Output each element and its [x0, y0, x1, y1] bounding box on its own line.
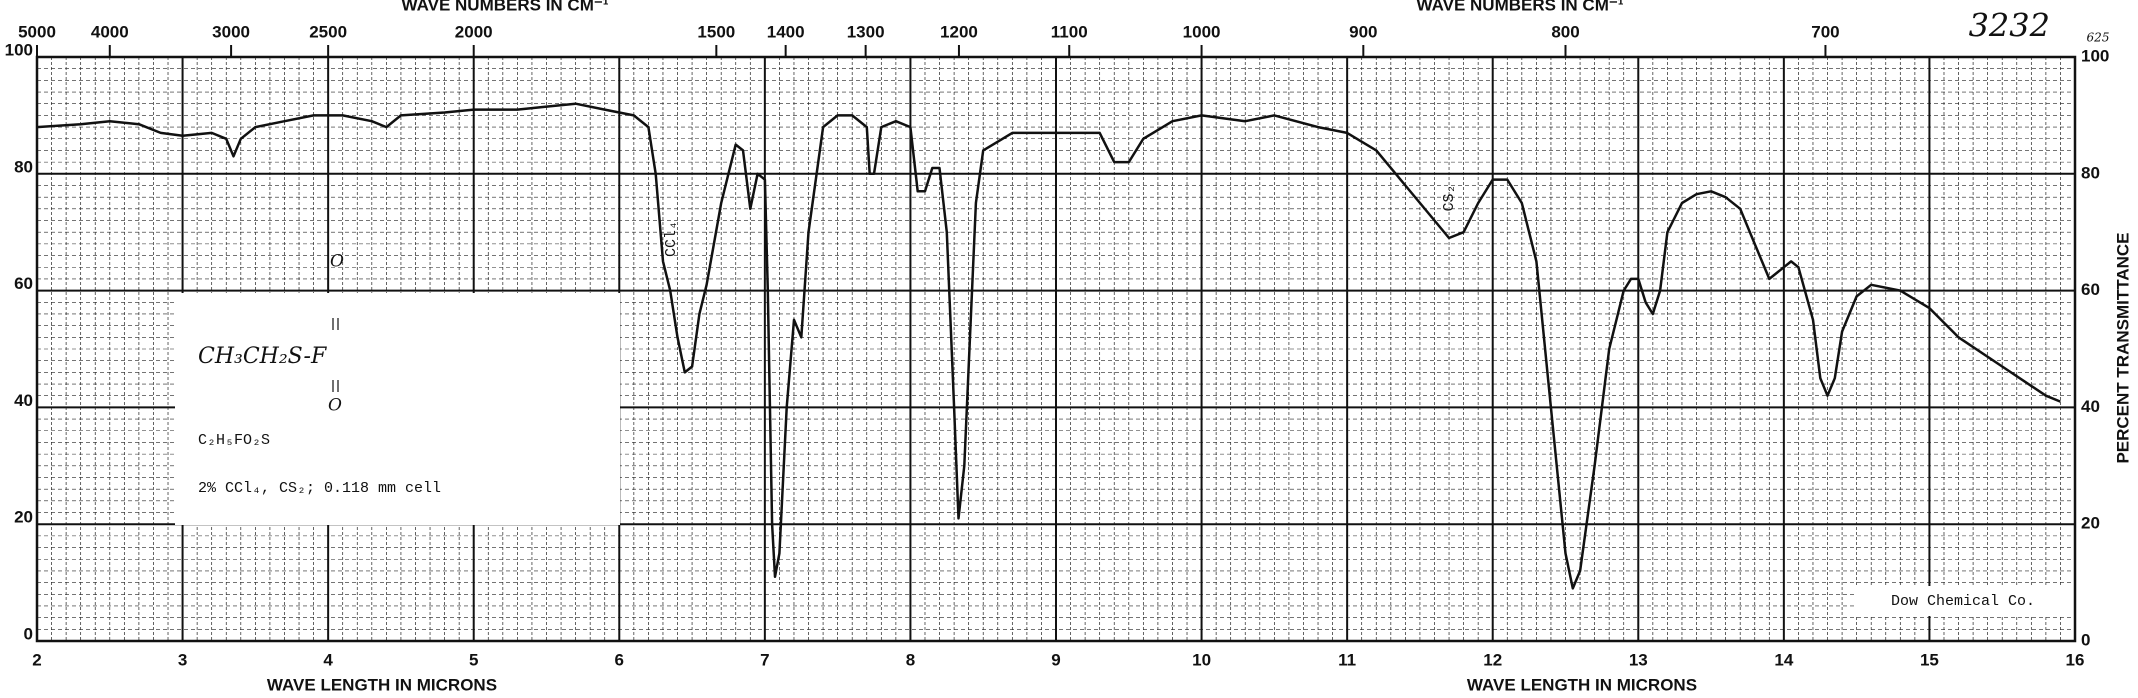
x2-tick-label: 3000 — [212, 22, 250, 41]
x2-tick-label: 2500 — [309, 22, 347, 41]
x2-tick-label: 900 — [1349, 22, 1377, 41]
x-tick-label: 11 — [1338, 650, 1356, 669]
x-tick-label: 3 — [178, 650, 187, 669]
x-tick-label: 4 — [323, 650, 333, 669]
empirical-formula: C₂H₅FO₂S — [198, 432, 270, 449]
x2-tick-label: 1200 — [940, 22, 978, 41]
x-tick-label: 9 — [1051, 650, 1060, 669]
oxygen-bottom: O — [328, 396, 342, 416]
conditions: 2% CCl₄, CS₂; 0.118 mm cell — [198, 480, 441, 497]
x2-tick-label: 1400 — [767, 22, 805, 41]
y-tick-label: 80 — [14, 157, 33, 176]
x-tick-label: 6 — [615, 650, 624, 669]
y-axis-title: PERCENT TRANSMITTANCE — [2113, 232, 2132, 463]
y-tick-label: 60 — [14, 274, 33, 293]
y-tick-label: 80 — [2081, 163, 2100, 182]
oxygen-top: O — [330, 252, 344, 272]
x2-tick-label: 1100 — [1051, 22, 1088, 41]
x-tick-label: 7 — [760, 650, 769, 669]
catalog-number: 3232 — [1969, 7, 2050, 45]
x2-axis-title: WAVE NUMBERS IN CM⁻¹ — [402, 0, 609, 14]
y-tick-label: 40 — [14, 391, 33, 410]
x-tick-label: 12 — [1483, 650, 1502, 669]
x-tick-label: 14 — [1774, 650, 1793, 669]
x2-tick-label: 4000 — [91, 22, 129, 41]
y-tick-label: 40 — [2081, 397, 2100, 416]
spectrum-line — [36, 102, 2061, 590]
x2-tick-label: 700 — [1811, 22, 1839, 41]
x-tick-label: 5 — [469, 650, 478, 669]
x-tick-label: 15 — [1920, 650, 1939, 669]
sample-box — [175, 293, 620, 525]
y-tick-label: 20 — [14, 508, 33, 527]
plot-frame — [35, 55, 2077, 643]
source: Dow Chemical Co. — [1891, 593, 2035, 610]
x2-tick-label: 1500 — [697, 22, 735, 41]
x-tick-label: 2 — [32, 650, 41, 669]
sub-number: 625 — [2087, 31, 2110, 45]
x-tick-label: 10 — [1192, 650, 1211, 669]
y-tick-label: 100 — [5, 40, 33, 59]
annotation: CS₂ — [1441, 184, 1458, 211]
x-tick-label: 13 — [1629, 650, 1648, 669]
y-tick-label: 100 — [2081, 46, 2109, 65]
x-axis-title: WAVE LENGTH IN MICRONS — [267, 675, 497, 694]
x2-tick-label: 5000 — [18, 22, 56, 41]
x-tick-label: 16 — [2066, 650, 2085, 669]
annotation: CCl₄ — [663, 221, 680, 257]
y-tick-label: 0 — [2081, 630, 2090, 649]
y-tick-label: 60 — [2081, 280, 2100, 299]
source-box — [1854, 586, 2072, 616]
x2-tick-label: 800 — [1551, 22, 1579, 41]
x-tick-label: 8 — [906, 650, 915, 669]
x-axis-title: WAVE LENGTH IN MICRONS — [1467, 675, 1697, 694]
x2-tick-label: 1000 — [1183, 22, 1221, 41]
x2-axis-title: WAVE NUMBERS IN CM⁻¹ — [1417, 0, 1624, 14]
x2-tick-label: 1300 — [847, 22, 885, 41]
x2-tick-label: 2000 — [455, 22, 493, 41]
structural-formula: CH₃CH₂S-F — [198, 344, 327, 369]
y-tick-label: 0 — [24, 624, 33, 643]
y-tick-label: 20 — [2081, 514, 2100, 533]
